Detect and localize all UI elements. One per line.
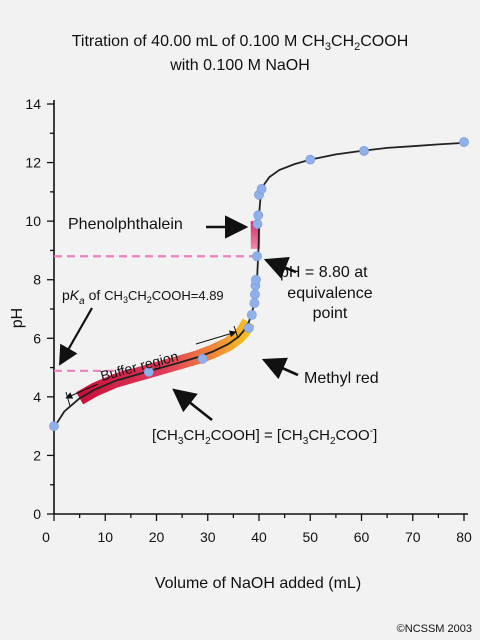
chart-title-line1: Titration of 40.00 mL of 0.100 M CH3​CH2… — [72, 33, 409, 53]
y-tick-label: 2 — [33, 447, 41, 463]
formula-part: 3 — [303, 436, 309, 447]
x-tick-label: 10 — [97, 529, 113, 545]
pka-k: K — [70, 287, 80, 303]
data-point — [252, 251, 262, 262]
formula-part: = — [191, 288, 199, 303]
phenolphthalein-label: Phenolphthalein — [68, 216, 183, 233]
buffer-bracket-right — [233, 325, 239, 339]
chart-title-line2: with 0.100 M NaOH — [169, 57, 310, 74]
buffer-arrow-right — [195, 330, 237, 345]
data-point — [305, 154, 316, 165]
pka-label: pKa of CH3​CH2​COOH=4.89 — [62, 287, 224, 307]
data-point — [253, 210, 264, 221]
x-tick-label: 80 — [456, 529, 472, 545]
formula-part: 3 — [325, 41, 331, 53]
formula-part: CH — [183, 427, 205, 444]
pka-a: a — [79, 296, 85, 307]
x-tick-label: 40 — [251, 529, 267, 545]
copyright-text: ©NCSSM 2003 — [397, 623, 472, 635]
data-point — [249, 298, 260, 309]
pka-of: of — [85, 287, 104, 303]
formula-part: 2 — [330, 436, 336, 447]
plot-area — [49, 137, 469, 432]
x-tick-label: 0 — [42, 529, 50, 545]
equivalence-label-line1: pH = 8.80 at — [280, 264, 368, 281]
equivalence-label-line2: equivalence — [287, 285, 373, 302]
y-tick-label: 14 — [25, 96, 41, 112]
formula-part: = — [264, 427, 273, 444]
data-point — [49, 421, 59, 432]
data-point — [246, 309, 257, 320]
data-point — [243, 323, 254, 333]
title-chem: CH3​CH2​COOH — [302, 33, 408, 53]
formula-part: CH — [331, 33, 354, 50]
formula-part: 3 — [123, 295, 128, 305]
y-tick-label: 8 — [33, 272, 41, 288]
methyl-red-label: Methyl red — [304, 370, 379, 387]
x-axis-label: Volume of NaOH added (mL) — [155, 575, 361, 592]
equivalence-arrow — [263, 256, 297, 279]
phenolphthalein-box — [250, 221, 261, 249]
data-point — [249, 289, 260, 300]
x-tick-label: 20 — [149, 529, 165, 545]
data-point — [359, 145, 369, 156]
y-tick-label: 12 — [25, 155, 41, 171]
overlays — [54, 221, 261, 405]
data-point — [197, 353, 208, 364]
formula-part: CH — [104, 288, 123, 303]
buffer-arrow-left — [65, 383, 99, 399]
x-tick-label: 30 — [200, 529, 216, 545]
formula-part: 3 — [178, 436, 184, 447]
formula-part: 2 — [354, 41, 360, 53]
data-point — [256, 184, 267, 194]
formula-part: COOH] — [211, 427, 264, 444]
formula-part: - — [370, 426, 373, 437]
formula-part: 2 — [205, 436, 211, 447]
data-point — [251, 274, 261, 285]
methyl-red-arrow — [261, 357, 299, 380]
y-axis-label: pH — [9, 308, 26, 328]
pka-formula: CH3​CH2​COOH=4.89 — [104, 288, 224, 305]
formula-part: ] — [373, 427, 377, 444]
y-tick-label: 0 — [33, 506, 41, 522]
data-point — [143, 367, 154, 377]
x-tick-label: 60 — [354, 529, 370, 545]
formula-part: 2 — [147, 295, 152, 305]
formula-part: CH — [128, 288, 147, 303]
formula-part: 4.89 — [198, 288, 223, 303]
formula-part: CH — [308, 427, 330, 444]
formula-part: COOH — [152, 288, 191, 303]
pka-arrow — [59, 307, 93, 366]
x-tick-label: 50 — [302, 529, 318, 545]
formula-part: COO — [336, 427, 370, 444]
pka-p: p — [62, 287, 70, 303]
data-point — [252, 219, 263, 229]
y-tick-label: 4 — [33, 389, 41, 405]
formula-part: CH — [302, 33, 325, 50]
equality-arrow — [172, 388, 213, 422]
equality-label: [CH3​CH2​COOH] = [CH3​CH2​COO-​] — [152, 426, 377, 447]
x-tick-label: 70 — [405, 529, 421, 545]
equivalence-label-line3: point — [313, 305, 348, 322]
y-tick-label: 6 — [33, 330, 41, 346]
buffer-bracket-left — [65, 391, 71, 407]
data-point — [459, 137, 469, 147]
annotations: Phenolphthalein pH = 8.80 at equivalence po… — [59, 215, 379, 447]
formula-part: [CH — [273, 427, 303, 444]
formula-part: [CH — [152, 427, 178, 444]
axes: 0 2 4 6 8 10 12 14 0 10 20 30 40 50 60 70 80 — [25, 96, 472, 545]
formula-part: COOH — [360, 33, 408, 50]
y-tick-label: 10 — [25, 213, 41, 229]
